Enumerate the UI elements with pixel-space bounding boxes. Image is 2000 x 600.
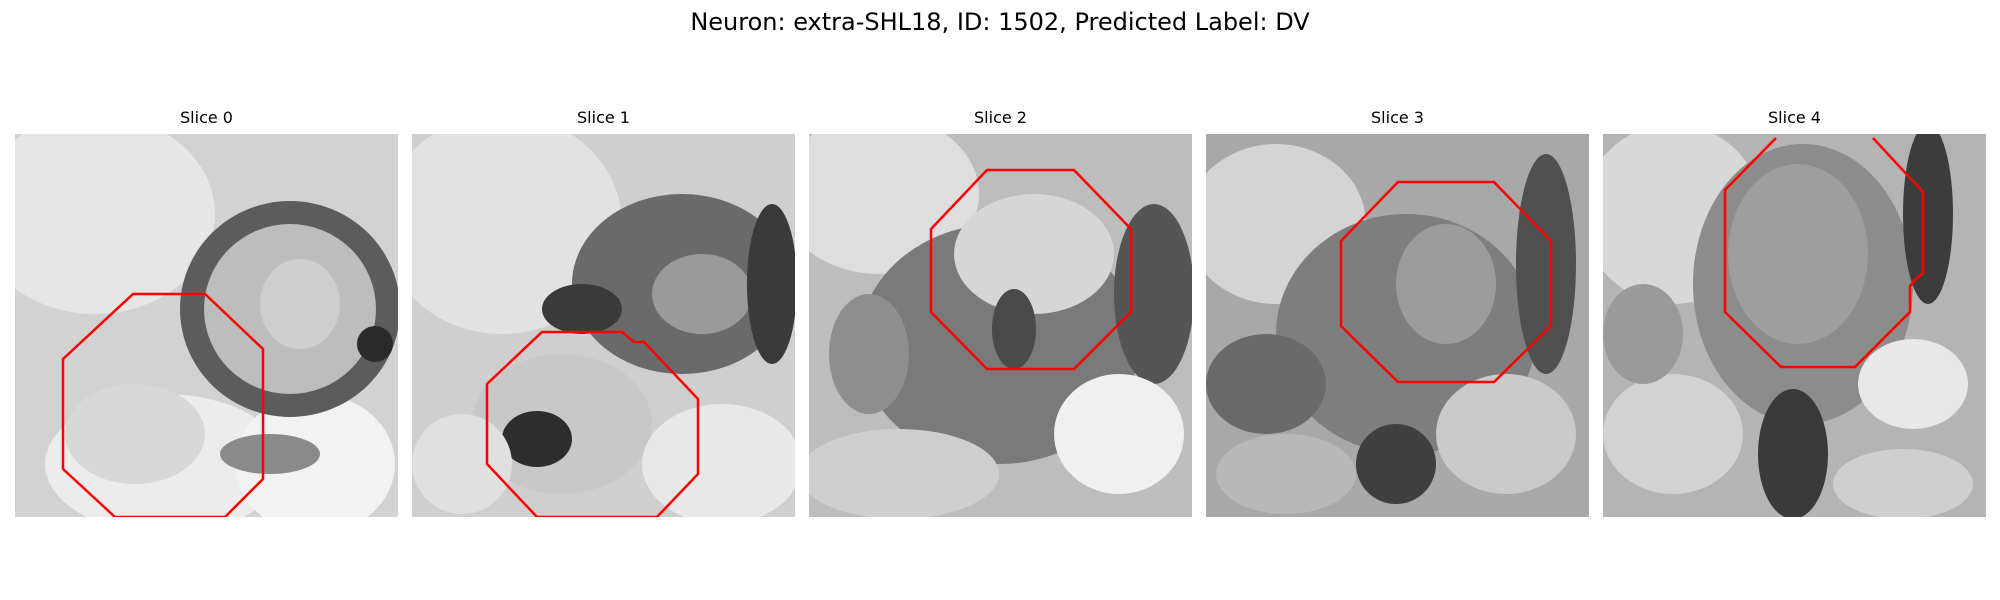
image-texture bbox=[809, 134, 1192, 517]
slice-title: Slice 2 bbox=[974, 108, 1027, 127]
slice-image bbox=[1206, 134, 1589, 517]
slice-panel-0: Slice 0 bbox=[15, 108, 398, 518]
slice-image bbox=[809, 134, 1192, 517]
slice-0-svg bbox=[15, 134, 398, 517]
slice-title: Slice 0 bbox=[180, 108, 233, 127]
slice-panel-1: Slice 1 bbox=[412, 108, 795, 518]
roi-contour bbox=[61, 292, 265, 517]
roi-contour bbox=[485, 330, 700, 517]
roi-contour bbox=[1339, 180, 1553, 384]
roi-contour bbox=[1723, 137, 1925, 369]
image-texture bbox=[412, 134, 795, 517]
slice-title: Slice 1 bbox=[577, 108, 630, 127]
image-texture bbox=[1603, 134, 1973, 517]
slice-title: Slice 4 bbox=[1768, 108, 1821, 127]
slice-3-svg bbox=[1206, 134, 1589, 517]
slice-panel-3: Slice 3 bbox=[1206, 108, 1589, 518]
slice-image bbox=[15, 134, 398, 517]
slice-2-svg bbox=[809, 134, 1192, 517]
slice-image bbox=[1603, 134, 1986, 517]
slice-panel-2: Slice 2 bbox=[809, 108, 1192, 518]
slice-panel-4: Slice 4 bbox=[1603, 108, 1986, 518]
slice-title: Slice 3 bbox=[1371, 108, 1424, 127]
slice-image bbox=[412, 134, 795, 517]
roi-contour bbox=[929, 168, 1133, 371]
slice-4-svg bbox=[1603, 134, 1986, 517]
image-texture bbox=[15, 134, 398, 517]
figure-title: Neuron: extra-SHL18, ID: 1502, Predicted… bbox=[690, 8, 1310, 36]
slice-1-svg bbox=[412, 134, 795, 517]
